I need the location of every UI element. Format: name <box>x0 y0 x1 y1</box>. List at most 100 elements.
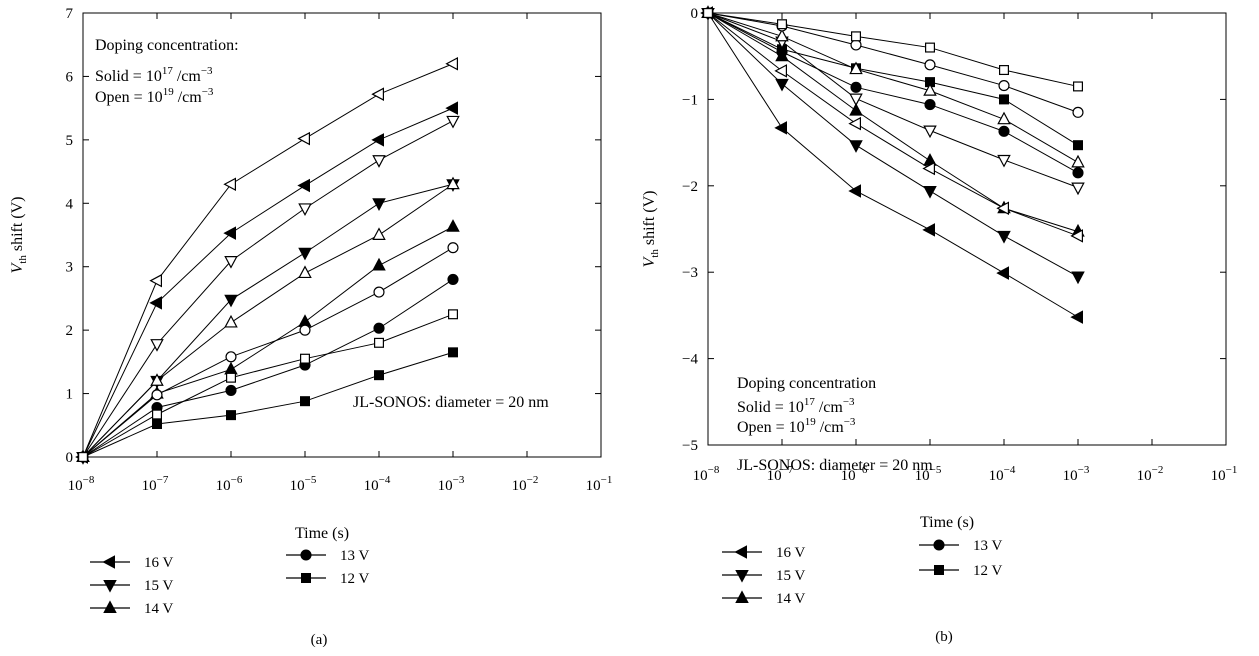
data-point <box>445 56 458 71</box>
data-point <box>298 247 312 261</box>
data-point <box>374 370 385 381</box>
y-tick-label: 4 <box>66 196 74 212</box>
data-point <box>223 226 236 240</box>
legend-label: 14 V <box>776 591 805 607</box>
legend-marker <box>735 569 749 583</box>
series-line <box>82 183 454 458</box>
legend-marker <box>301 572 312 583</box>
data-point <box>151 389 163 401</box>
x-tick-label: 10−2 <box>512 474 539 494</box>
data-point <box>297 178 310 193</box>
plot-frame <box>707 12 1227 446</box>
data-point <box>1072 140 1083 151</box>
data-point <box>149 296 162 310</box>
x-tick-label: 10−1 <box>586 474 613 494</box>
data-point <box>446 176 460 190</box>
data-point <box>922 223 936 237</box>
y-tick-label: 1 <box>66 387 74 403</box>
data-point <box>924 42 935 53</box>
x-tick-label: 10−1 <box>1211 464 1238 484</box>
data-point <box>849 140 863 153</box>
data-point <box>1071 154 1085 168</box>
series-line <box>82 120 454 458</box>
data-point <box>1070 310 1084 324</box>
y-tick-label: −5 <box>682 438 698 454</box>
data-point <box>152 409 163 420</box>
data-point <box>998 80 1010 92</box>
data-point <box>996 201 1010 216</box>
data-point <box>372 198 386 211</box>
series-line <box>707 12 1079 146</box>
y-tick-label: 5 <box>66 133 74 149</box>
x-tick-label: 10−4 <box>364 474 391 494</box>
data-point <box>372 155 386 168</box>
data-point <box>849 93 863 107</box>
data-point <box>372 227 386 240</box>
data-point <box>923 185 937 199</box>
series-line <box>707 12 1079 174</box>
data-point <box>997 230 1011 244</box>
legend-label: 12 V <box>973 563 1002 579</box>
y-axis-label: Vth shift (V) <box>641 191 661 268</box>
data-point <box>150 373 164 386</box>
chart-panel-b: 10−8 10−7 10−6 10−5 10−4 10−3 10−2 10−1 0 −1 −2 −3 −… <box>641 5 1238 645</box>
legend-entry: 16 V <box>722 545 805 561</box>
legend-label: 14 V <box>144 601 173 617</box>
legend-entry: 15 V <box>722 568 805 584</box>
x-axis-label: Time (s) <box>920 514 974 531</box>
plot-frame <box>82 12 602 458</box>
open-note: Open = 1019 /cm−3 <box>737 416 856 436</box>
legend-entry: 16 V <box>90 555 173 571</box>
data-point <box>374 337 385 348</box>
y-axis-label: Vth shift (V) <box>9 197 29 274</box>
data-point <box>446 115 460 129</box>
data-point <box>298 203 312 217</box>
data-point <box>224 314 238 328</box>
x-axis-label: Time (s) <box>295 525 349 542</box>
legend-marker <box>734 545 748 559</box>
data-point <box>774 121 788 135</box>
x-tick-label: 10−6 <box>216 474 243 494</box>
data-point <box>997 111 1011 125</box>
data-point <box>1071 182 1085 196</box>
legend-entry: 14 V <box>90 600 173 617</box>
x-tick-label: 10−7 <box>767 464 794 484</box>
series-line <box>82 63 454 458</box>
legend-label: 15 V <box>776 568 805 584</box>
data-point <box>774 64 788 78</box>
y-tick-label: 0 <box>691 6 699 22</box>
y-tick-label: 3 <box>66 260 74 276</box>
series-line <box>707 12 1079 233</box>
data-point <box>998 125 1010 137</box>
data-point <box>923 125 937 139</box>
data-point <box>997 154 1011 168</box>
y-tick-label: −3 <box>682 265 698 281</box>
data-point <box>1072 106 1084 118</box>
data-point <box>225 384 237 396</box>
legend-marker <box>103 579 117 593</box>
data-point <box>150 339 164 352</box>
series-line <box>707 12 1079 163</box>
series-line <box>707 12 1079 318</box>
data-point <box>1071 271 1085 285</box>
data-point <box>922 161 936 176</box>
series-line <box>82 351 454 458</box>
data-point <box>77 452 88 463</box>
open-note: Open = 1019 /cm−3 <box>95 86 214 106</box>
y-tick-label: −1 <box>682 92 698 108</box>
data-point <box>1072 167 1084 179</box>
data-point <box>152 419 163 430</box>
data-point <box>447 273 459 285</box>
data-point <box>775 28 789 42</box>
x-tick-label: 10−5 <box>915 464 942 484</box>
series-line <box>82 226 454 458</box>
data-point <box>996 266 1010 280</box>
data-point <box>224 256 238 269</box>
data-point <box>448 347 459 358</box>
x-tick-label: 10−8 <box>68 474 95 494</box>
x-tick-label: 10−2 <box>1137 464 1164 484</box>
chart-panel-a: 10−8 10−7 10−6 10−5 10−4 10−3 10−2 10−1 0 1 2 3 4 5 6 7… <box>9 6 612 648</box>
legend-entry: 12 V <box>919 563 1002 579</box>
panel-label: (a) <box>311 632 328 648</box>
